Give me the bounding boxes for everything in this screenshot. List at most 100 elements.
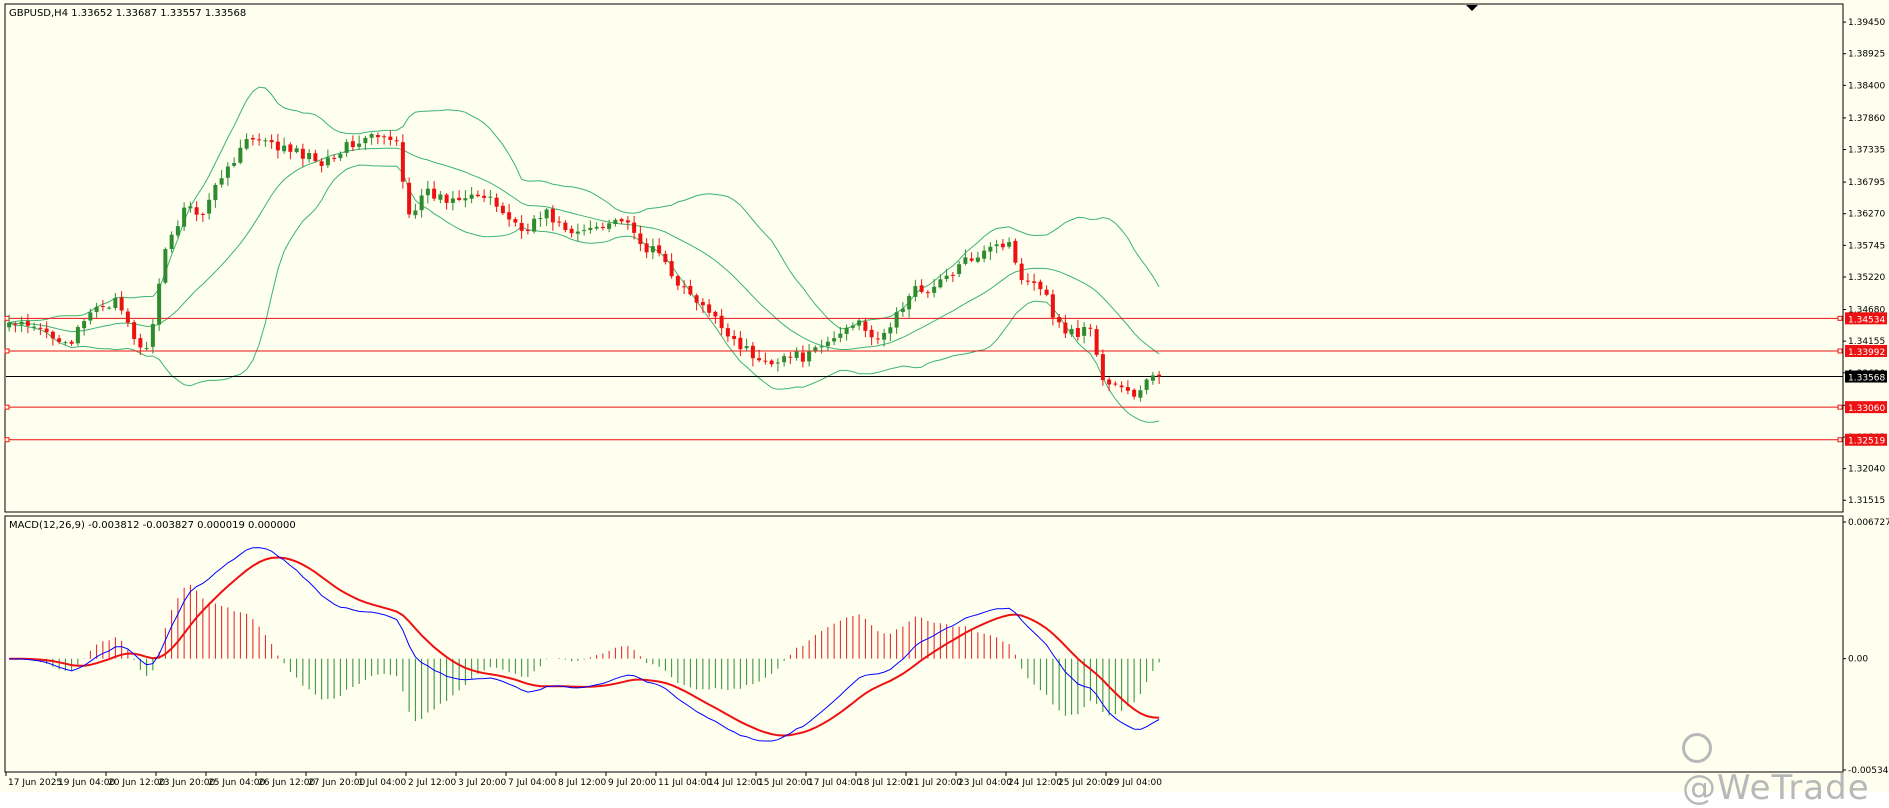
macd-panel-frame [4, 515, 1844, 773]
candle-body [657, 245, 662, 254]
candle-body [150, 324, 155, 347]
watermark: @WeTrade [1682, 728, 1889, 808]
candle-body [475, 194, 480, 197]
time-axis-label: 17 Jun 2025 [8, 778, 62, 788]
time-axis-label: 25 Jun 04:00 [208, 778, 265, 788]
candle-body [919, 285, 924, 292]
time-axis-label: 3 Jul 20:00 [458, 778, 507, 788]
candle-body [500, 205, 505, 214]
price-axis-label: 1.34680 [1848, 306, 1885, 316]
candle-body [400, 142, 405, 182]
candle-body [582, 230, 587, 232]
level-price-label: 1.33568 [1848, 374, 1885, 384]
candle-body [144, 348, 149, 350]
symbol-info-label: GBPUSD,H4 1.33652 1.33687 1.33557 1.3356… [9, 8, 246, 19]
candle-body [1150, 375, 1155, 381]
price-panel[interactable]: GBPUSD,H4 1.33652 1.33687 1.33557 1.3356… [4, 3, 1887, 513]
horizontal-levels[interactable] [4, 315, 1843, 443]
candle-body [1019, 263, 1024, 280]
candle-body [225, 166, 230, 178]
level-price-label: 1.33060 [1848, 404, 1885, 414]
candle-body [375, 134, 380, 138]
level-handle-right [1837, 404, 1843, 410]
candle-body [925, 292, 930, 294]
candle-body [257, 139, 262, 141]
candle-body [875, 338, 880, 340]
candle-body [419, 195, 424, 211]
candle-body [169, 234, 174, 249]
candle-body [75, 327, 80, 344]
macd-main-line [9, 547, 1160, 742]
candle-body [288, 144, 293, 152]
candle-body [507, 212, 512, 220]
candle-body [713, 311, 718, 317]
watermark-text: @WeTrade [1682, 768, 1870, 808]
candle-body [1107, 379, 1112, 385]
candle-body [44, 328, 49, 333]
candle-body [350, 141, 355, 148]
candle-body [694, 295, 699, 303]
candle-body [207, 199, 212, 214]
candle-body [575, 231, 580, 234]
candle-body [50, 331, 55, 339]
candle-body [263, 140, 268, 142]
candle-body [488, 196, 493, 198]
candle-body [157, 283, 162, 325]
candle-body [444, 194, 449, 203]
level-price-tag [1845, 312, 1887, 325]
candle-body [100, 306, 105, 308]
candle-body [294, 148, 299, 153]
candle-body [644, 243, 649, 253]
time-axis-label: 8 Jul 12:00 [558, 778, 607, 788]
price-axis-label: 1.37860 [1848, 114, 1885, 124]
candle-body [463, 198, 468, 201]
candle-body [769, 360, 774, 365]
bollinger-bands [8, 86, 1160, 423]
candle-body [569, 228, 574, 234]
level-handle-right [1837, 348, 1843, 354]
candle-body [882, 332, 887, 340]
price-axis-label: 1.35745 [1848, 241, 1885, 251]
candle-body [819, 346, 824, 348]
candle-body [188, 206, 193, 209]
candle-body [213, 184, 218, 201]
candle-body [663, 253, 668, 263]
level-price-tag [1845, 401, 1887, 414]
candle-body [1044, 289, 1049, 295]
candle-body [963, 257, 968, 264]
price-panel-frame [4, 3, 1844, 513]
candle-body [1094, 329, 1099, 355]
macd-panel[interactable]: MACD(12,26,9) -0.003812 -0.003827 0.0000… [4, 515, 1889, 776]
candle-body [682, 286, 687, 288]
candle-body [869, 329, 874, 338]
candle-body [863, 321, 868, 331]
candle-body [182, 207, 187, 227]
candle-body [594, 226, 599, 229]
candle-body [94, 306, 99, 313]
candlestick-series [7, 130, 1162, 402]
candle-body [513, 219, 518, 223]
candle-body [844, 327, 849, 334]
candle-body [275, 141, 280, 151]
price-axis-label: 1.38925 [1848, 50, 1885, 60]
candle-body [782, 356, 787, 363]
candle-body [438, 194, 443, 200]
macd-axis-label: 0.00 [1848, 655, 1868, 665]
level-price-tag [1845, 344, 1887, 357]
candle-body [725, 328, 730, 337]
shift-marker-icon[interactable] [1466, 5, 1478, 11]
candle-body [788, 356, 793, 358]
candle-body [469, 194, 474, 199]
candle-body [1157, 374, 1162, 377]
candle-body [450, 198, 455, 203]
candle-body [938, 279, 943, 288]
candle-body [988, 246, 993, 252]
time-axis-label: 24 Jul 12:00 [1008, 778, 1062, 788]
candle-body [1144, 379, 1149, 390]
time-axis-label: 15 Jul 20:00 [758, 778, 812, 788]
candle-body [307, 153, 312, 160]
candle-body [269, 140, 274, 143]
candle-body [1113, 383, 1118, 385]
candle-body [163, 249, 168, 283]
